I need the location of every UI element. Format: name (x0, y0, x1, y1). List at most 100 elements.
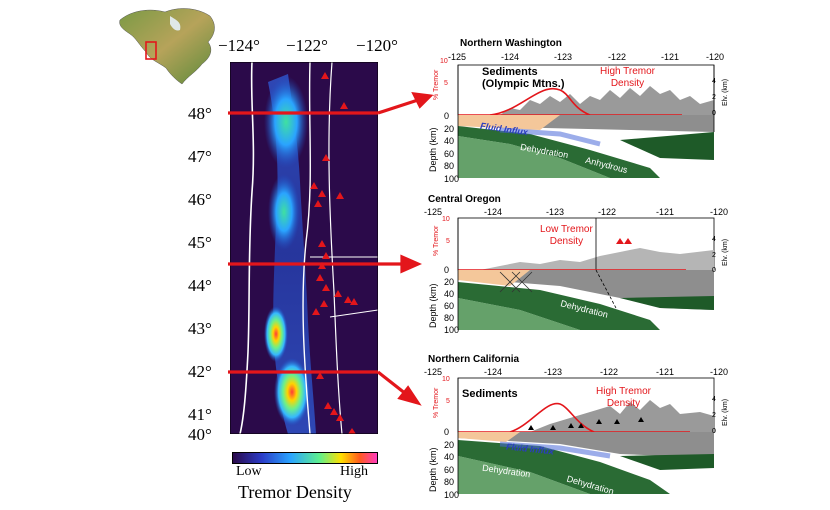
state-border-west (328, 62, 343, 434)
x-tick: -123 (554, 52, 573, 62)
panel-title-california: Northern California (428, 354, 520, 365)
lat-tick: 40° (188, 425, 212, 444)
tremor-tick: 10 (440, 58, 448, 65)
volcano-markers (616, 238, 632, 244)
tremor-hotspot-sw-washington (268, 174, 300, 250)
seismic-station-markers (528, 417, 644, 430)
arrow-head-oregon (400, 254, 422, 274)
arrow-washington (377, 98, 419, 115)
panel-title-oregon: Central Oregon (428, 194, 501, 205)
depth-axis-label: Depth (km) (428, 127, 438, 172)
study-area-box (145, 41, 157, 60)
depth-ticks: 0 20 40 60 80 100 (444, 265, 460, 335)
label-high-tremor: High Tremor Density (600, 66, 656, 89)
tremor-curve (509, 402, 595, 433)
mantle-wedge (620, 296, 714, 310)
colorbar-high-label: High (340, 464, 368, 479)
tremor-tick: 5 (446, 398, 450, 405)
crust-layer (458, 432, 714, 458)
arrow-head-california (397, 385, 422, 406)
subducting-slab (458, 282, 660, 330)
elev-tick: 4 (712, 78, 716, 85)
cross-section-california (457, 377, 715, 494)
tremor-axis-label: % Tremor (433, 225, 440, 256)
x-tick: -125 (424, 367, 443, 377)
x-tick: -122 (600, 367, 619, 377)
tremor-tick: 10 (442, 376, 450, 383)
x-tick: -124 (501, 52, 520, 62)
lat-tick: 48° (188, 104, 212, 123)
cross-section-oregon (457, 217, 715, 330)
x-tick: -123 (544, 367, 563, 377)
tremor-tick: 5 (444, 80, 448, 87)
mantle-lower (458, 456, 590, 494)
label-sediments: Sediments (Olympic Mtns.) (482, 66, 565, 90)
continent-shape (119, 8, 215, 85)
fluid-influx-zone (499, 441, 611, 459)
elev-axis-label: Elv. (km) (722, 78, 729, 106)
tremor-hotspot-oregon (264, 306, 288, 362)
lat-tick: 43° (188, 319, 212, 338)
subducting-slab (458, 440, 670, 494)
elev-axis-label: Elv. (km) (722, 398, 729, 426)
label-sediments: Sediments (462, 388, 518, 400)
label-low-tremor: Low Tremor Density (540, 224, 593, 247)
x-tick: -124 (484, 367, 503, 377)
tremor-axis-label: % Tremor (433, 69, 440, 100)
elevation-profile (480, 248, 714, 270)
x-tick: -120 (710, 207, 729, 217)
lon-tick: −120° (356, 36, 398, 55)
x-tick: -125 (448, 52, 467, 62)
depth-ticks: 0 20 40 60 80 100 (444, 427, 460, 500)
elev-tick: 4 (712, 396, 716, 403)
x-tick: -121 (656, 367, 675, 377)
elev-tick: 0 (712, 428, 716, 435)
x-tick: -120 (710, 367, 729, 377)
lat-tick: 41° (188, 405, 212, 424)
elev-axis-label: Elv. (km) (722, 238, 729, 266)
arrow-head-washington (411, 92, 434, 109)
north-america-inset-map (119, 8, 215, 85)
lat-tick: 47° (188, 147, 212, 166)
colorbar (232, 452, 378, 464)
colorbar-title: Tremor Density (238, 482, 352, 502)
mantle-lower (458, 136, 610, 178)
elevation-profile (530, 400, 714, 432)
mantle-wedge (620, 454, 714, 470)
x-tick: -122 (608, 52, 627, 62)
lon-tick: −124° (218, 36, 260, 55)
elev-tick: 2 (712, 412, 716, 419)
elev-tick: 4 (712, 236, 716, 243)
cross-section-washington (457, 64, 715, 178)
elev-tick: 2 (712, 252, 716, 259)
x-tick: -122 (598, 207, 617, 217)
map-lat-axis: 48° 47° 46° 45° 44° 43° 42° 41° 40° (188, 100, 228, 450)
elevation-profile (500, 86, 714, 115)
tremor-hotspot-washington (264, 76, 308, 168)
sediment-wedge (458, 432, 520, 442)
hudson-bay (170, 16, 181, 31)
mantle-lower (458, 298, 580, 330)
elev-tick: 0 (712, 110, 716, 117)
faults (499, 271, 533, 293)
tremor-hotspot-california (274, 358, 310, 426)
map-lon-axis: −124° −122° −120° (218, 36, 418, 60)
x-tick: -121 (661, 52, 680, 62)
depth-axis-label: Depth (km) (428, 283, 438, 328)
subducting-slab (458, 126, 660, 178)
x-tick: -120 (706, 52, 725, 62)
colorbar-low-label: Low (236, 464, 262, 479)
mantle-wedge (620, 132, 714, 160)
lat-tick: 42° (188, 362, 212, 381)
tremor-tick: 10 (442, 216, 450, 223)
label-high-tremor: High Tremor Density (596, 386, 652, 409)
tremor-axis-label: % Tremor (433, 387, 440, 418)
sediment-wedge (458, 115, 560, 130)
volcano-markers (310, 72, 358, 434)
range-boundary (302, 62, 312, 434)
lat-tick: 46° (188, 190, 212, 209)
x-tick: -123 (546, 207, 565, 217)
x-tick: -125 (424, 207, 443, 217)
state-border-or-ca (329, 309, 378, 318)
x-tick: -124 (484, 207, 503, 217)
